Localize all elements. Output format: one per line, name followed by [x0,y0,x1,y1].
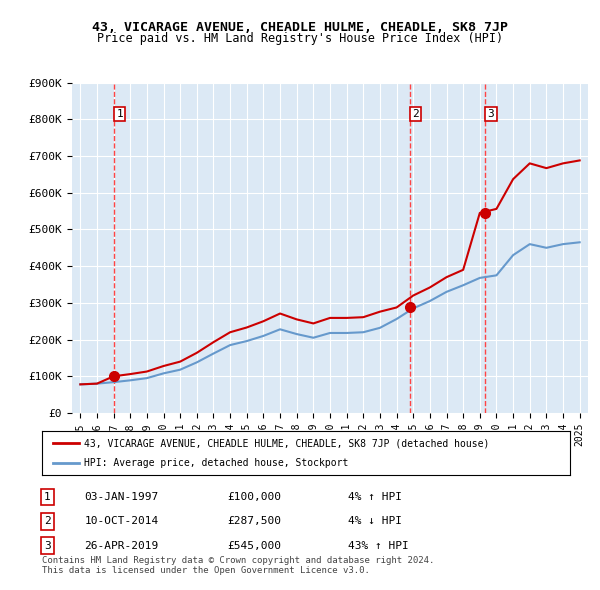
Text: £100,000: £100,000 [227,492,281,502]
Text: Price paid vs. HM Land Registry's House Price Index (HPI): Price paid vs. HM Land Registry's House … [97,32,503,45]
Text: 43% ↑ HPI: 43% ↑ HPI [348,541,409,550]
Text: 1: 1 [116,109,123,119]
Text: 1: 1 [44,492,50,502]
Text: 43, VICARAGE AVENUE, CHEADLE HULME, CHEADLE, SK8 7JP: 43, VICARAGE AVENUE, CHEADLE HULME, CHEA… [92,21,508,34]
Text: 26-APR-2019: 26-APR-2019 [84,541,158,550]
Text: 2: 2 [412,109,419,119]
Text: 3: 3 [488,109,494,119]
Text: £287,500: £287,500 [227,516,281,526]
Text: 4% ↑ HPI: 4% ↑ HPI [348,492,402,502]
Text: 03-JAN-1997: 03-JAN-1997 [84,492,158,502]
Text: 3: 3 [44,541,50,550]
Text: 10-OCT-2014: 10-OCT-2014 [84,516,158,526]
Text: £545,000: £545,000 [227,541,281,550]
Text: 2: 2 [44,516,50,526]
Text: HPI: Average price, detached house, Stockport: HPI: Average price, detached house, Stoc… [84,458,349,467]
Text: Contains HM Land Registry data © Crown copyright and database right 2024.
This d: Contains HM Land Registry data © Crown c… [42,556,434,575]
Text: 4% ↓ HPI: 4% ↓ HPI [348,516,402,526]
Text: 43, VICARAGE AVENUE, CHEADLE HULME, CHEADLE, SK8 7JP (detached house): 43, VICARAGE AVENUE, CHEADLE HULME, CHEA… [84,438,490,448]
